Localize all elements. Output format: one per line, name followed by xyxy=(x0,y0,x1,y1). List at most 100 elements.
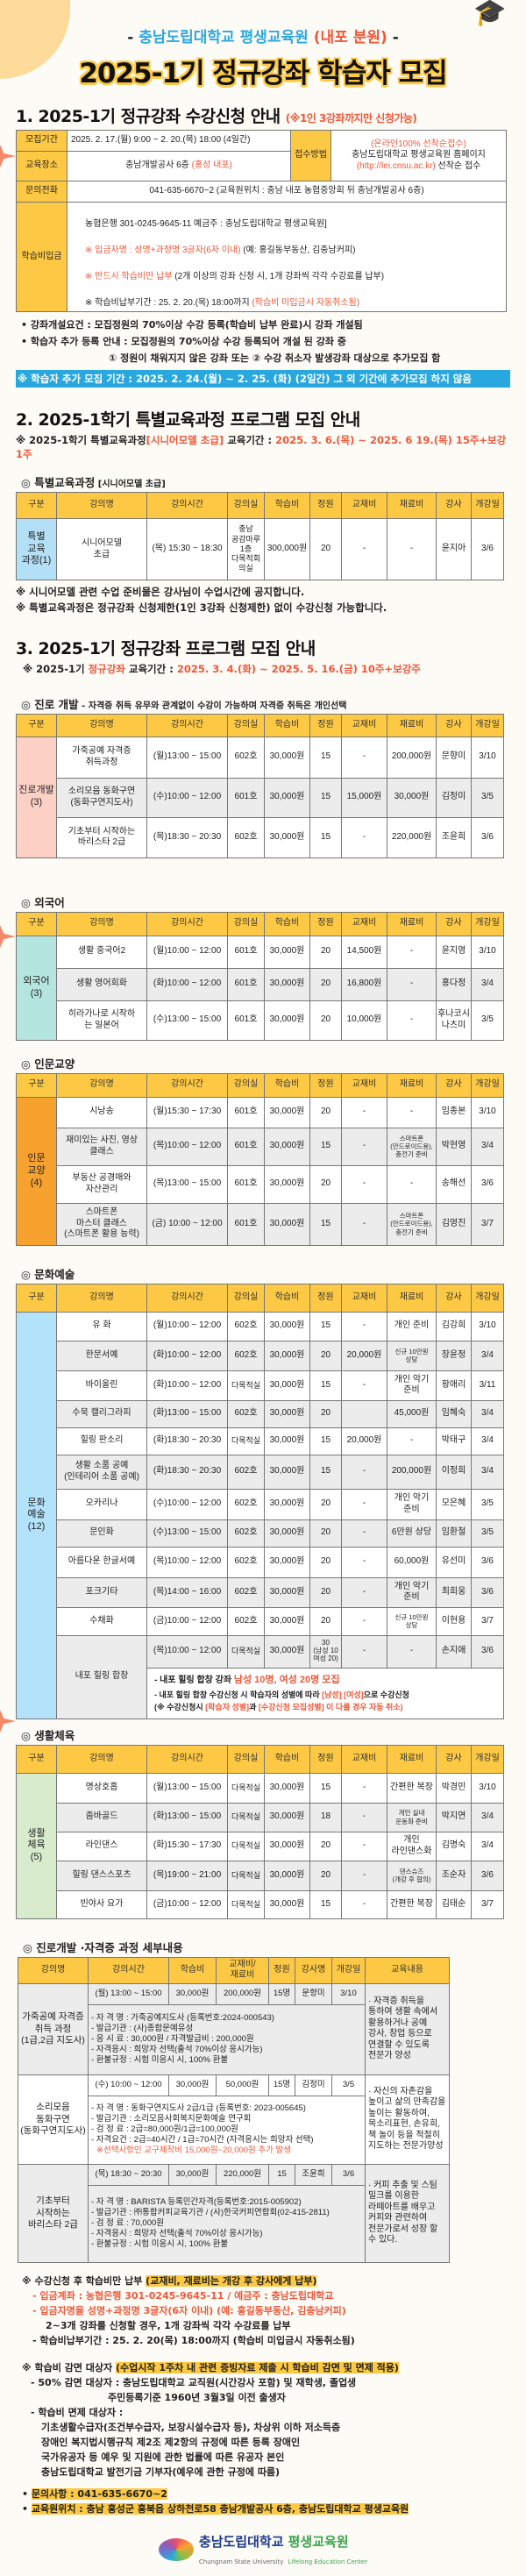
table-row[interactable]: 생활 체육 (5) 명상호흡 (월)13:00 ~ 15:00 다목적실 30,000원… xyxy=(16,1772,504,1919)
fee-only-rule: ※ 반드시 학습비만 납부 xyxy=(85,272,173,281)
tuition: 30,000원 xyxy=(264,1370,310,1401)
material-fee: 200,000원 xyxy=(387,736,437,779)
table-row[interactable]: 재미있는 사진, 영상 클래스 (목)10:00 ~ 12:00 601호 30,00… xyxy=(17,1127,504,1166)
table-row[interactable]: 오카리나 (수)10:00 ~ 12:00 602호 30,000원 20- 개인 악기 … xyxy=(17,1488,504,1520)
textbook-fee: - xyxy=(341,1889,387,1919)
column-header: 학습비 xyxy=(264,492,310,519)
table-row[interactable]: 문화 예술 (12) 유 화 (월)10:00 ~ 12:00 602호 30,000원… xyxy=(16,1311,504,1719)
table-row[interactable]: 진로개발 (3) 가죽공예 자격증 취득과정 (월)13:00 ~ 15:00 602… xyxy=(16,736,504,858)
column-header: 학습비 xyxy=(264,911,310,936)
column-header: 교재비 xyxy=(341,911,387,936)
instructor: 최희웅 xyxy=(436,1576,472,1608)
table-row[interactable]: 힐링 판소리 (화)18:30 ~ 20:30 다목적실 30,000원 15 20,00… xyxy=(17,1427,504,1455)
course-time: (목) 18:30 ~ 20:30 xyxy=(88,2163,169,2186)
table-row[interactable]: 문인화 (수)13:00 ~ 15:00 602호 30,000원 20-6만원 상당 임… xyxy=(17,1519,504,1548)
capacity: 15 xyxy=(309,1370,342,1401)
instructor: 윤지영 xyxy=(436,935,472,969)
material-fee: 6만원 상당 xyxy=(387,1519,437,1548)
start-date: 3/5 xyxy=(471,777,504,818)
table-row[interactable]: 인문 교양 (4) 시낭송 (월)15:30 ~ 17:30 601호 30,000원 2… xyxy=(16,1096,504,1246)
graduation-cap-icon: 🎓 xyxy=(473,0,507,28)
table-row[interactable]: 기초부터 시작하는 바리스타 2급 (목)18:30 ~ 20:30 602호 30,… xyxy=(17,816,504,858)
classroom: 602호 xyxy=(227,736,265,779)
table-row[interactable]: 스마트폰 마스터 클래스 (스마트폰 활용 능력) (금) 10:00 ~ 12:… xyxy=(17,1202,504,1246)
tuition: 30,000원 xyxy=(264,1519,310,1548)
material-fee: 개인 라인댄스화 xyxy=(387,1831,437,1861)
column-header: 교재비 xyxy=(341,1072,387,1098)
material-fee: 스마트폰 (안드로이드용), 충전기 준비 xyxy=(387,1202,437,1246)
classroom: 602호 xyxy=(227,1454,265,1490)
table-subhead: ◎ 진로 개발 - 자격증 취득 유무와 관계없이 수강이 가능하며 자격증 취… xyxy=(21,695,510,712)
table-subhead: ◎ 진로개발 ·자격증 과정 세부내용 xyxy=(23,1940,183,1954)
detail-line: - 검 정 료 : 2급=80,000원/1급=100,000원 xyxy=(91,2124,238,2135)
material-fee: - xyxy=(387,967,437,1001)
column-header: 구분 xyxy=(16,492,57,519)
course-category-section: ◎ 생활체육 구분 강의명 강의시간 강의실 학습비 정원 교재비 재료비 강사 개강일 생활 체육 … xyxy=(0,1726,526,1919)
classroom: 다목적실 xyxy=(227,1634,265,1669)
table-row[interactable]: 수채화 (금)10:00 ~ 12:00 602호 30,000원 20- 신규 10만원… xyxy=(17,1606,504,1636)
course-table: 구분 강의명 강의시간 강의실 학습비 정원 교재비 재료비 강사 개강일 생활 체육 (5) 명상호… xyxy=(16,1744,504,1919)
material-fee: 간편한 복장 xyxy=(387,1772,437,1804)
textbook-fee: - xyxy=(341,1519,387,1548)
instructor: 박태구 xyxy=(436,1427,472,1455)
start-date: 3/10 xyxy=(471,935,504,969)
section-details: ◎ 진로개발 ·자격증 과정 세부내용 강의명 강의시간 학습비 교재비/재료비 정원 강… xyxy=(0,1939,526,2263)
note-line: ※ 학습비 감면 대상자 (수업시작 1주차 내 관련 증빙자료 제출 시 학습… xyxy=(22,2360,515,2375)
course-time: (금)10:00 ~ 12:00 xyxy=(146,1889,228,1919)
table-row[interactable]: 외국어 (3) 생활 중국어2 (월)10:00 ~ 12:00 601호 30,000… xyxy=(16,935,504,1041)
table-row[interactable]: 부동산 공경매와 자산관리 (목)13:00 ~ 15:00 601호 30,000원… xyxy=(17,1164,504,1204)
header-row: 구분 강의명 강의시간 강의실 학습비 정원 교재비 재료비 강사 개강일 xyxy=(16,492,504,519)
course-table: 구분 강의명 강의시간 강의실 학습비 정원 교재비 재료비 강사 개강일 인문 교양 (4) 시낭송… xyxy=(16,1072,504,1246)
table-row[interactable]: 수묵 캘리그라피 (화)13:00 ~ 15:00 602호 30,000원 20 45,… xyxy=(17,1399,504,1428)
table-row[interactable]: 히라가나로 시작하 는 일본어 (수)13:00 ~ 15:00 601호 30,00… xyxy=(17,1000,504,1041)
table-row[interactable]: 빈야사 요가 (금)10:00 ~ 12:00 다목적실 30,000원 15- 간편한 … xyxy=(17,1889,504,1919)
section-title: 2. 2025-1학기 특별교육과정 프로그램 모집 안내 xyxy=(16,410,360,430)
table-row[interactable]: 아름다운 한글서예 (목)10:00 ~ 12:00 602호 30,000원 20-6… xyxy=(17,1546,504,1578)
table-row[interactable]: 한문서예 (화)10:00 ~ 12:00 602호 30,000원 20 20,000원… xyxy=(17,1340,504,1371)
table-row[interactable]: 생활 소품 공예 (인테리어 소품 공예) (화)18:30 ~ 20:30 602… xyxy=(17,1454,504,1490)
column-header: 강사 xyxy=(436,1072,472,1098)
column-header: 강사 xyxy=(436,492,472,519)
label: 문의전화 xyxy=(16,181,68,203)
start-date: 3/10 xyxy=(471,1311,504,1341)
classroom: 다목적실 xyxy=(227,1370,265,1401)
tuition: 30,000원 xyxy=(264,1488,310,1520)
classroom: 다목적실 xyxy=(227,1831,265,1861)
start-date: 3/6 xyxy=(471,1576,504,1608)
table-row[interactable]: 힐링 댄스스포츠 (목)19:00 ~ 21:00 다목적실 30,000원 20- 댄스… xyxy=(17,1860,504,1891)
table-row[interactable]: 바이올린 (화)10:00 ~ 12:00 다목적실 30,000원 15- 개인 악기 … xyxy=(17,1370,504,1401)
column-header: 구분 xyxy=(16,713,57,737)
material-fee: - xyxy=(387,518,437,580)
table-row[interactable]: 포크기타 (목)14:00 ~ 16:00 602호 30,000원 20- 개인 악기 … xyxy=(17,1576,504,1608)
header-row: 구분 강의명 강의시간 강의실 학습비 정원 교재비 재료비 강사 개강일 xyxy=(16,911,504,936)
section-subtitle: ※ 2025-1학기 특별교육과정[시니어모델 초급] 교육기간 : 2025.… xyxy=(16,433,510,461)
table-row[interactable]: 특별 교육 과정(1) 시니어모델 초급 (목) 15:30 ~ 18:30 충남 공… xyxy=(16,518,504,580)
bullet-text: 강좌개설요건 : 모집정원의 70%이상 수강 등록(학습비 납부 완료)시 강… xyxy=(30,319,363,331)
instructor: 장윤정 xyxy=(436,1340,472,1371)
detail-line: - 검 정 료 : 70,000원 xyxy=(91,2218,165,2229)
instructor: 조윤희 xyxy=(295,2163,332,2186)
tuition: 30,000원 xyxy=(264,1096,310,1128)
tuition: 30,000원 xyxy=(168,2163,217,2186)
course-name: 라인댄스 xyxy=(56,1831,147,1861)
instructor: 박현영 xyxy=(436,1127,472,1166)
table-row[interactable]: 라인댄스 (화)15:30 ~ 17:30 다목적실 30,000원 20- 개인 라인댄… xyxy=(17,1831,504,1861)
homepage-link[interactable]: (http://lei.cnsu.ac.kr) xyxy=(356,160,436,171)
instructor: 이정희 xyxy=(436,1454,472,1490)
material-fee: - xyxy=(387,935,437,969)
course-table: 구분 강의명 강의시간 강의실 학습비 정원 교재비 재료비 강사 개강일 외국어 (3) 생활 중국… xyxy=(16,911,504,1041)
tuition: 30,000원 xyxy=(264,1164,310,1204)
classroom: 다목적실 xyxy=(227,1860,265,1891)
material-fee: 45,000원 xyxy=(387,1399,437,1428)
column-header: 개강일 xyxy=(471,1744,504,1774)
table-row[interactable]: 줌바골드 (화)13:00 ~ 15:00 다목적실 30,000원 18- 개인 실내 … xyxy=(17,1802,504,1832)
table-row[interactable]: 내포 힐링 합창 (목)10:00 ~ 12:00 다목적실 30,000원 30 (남… xyxy=(17,1634,504,1719)
start-date: 3/5 xyxy=(471,1519,504,1548)
table-row[interactable]: 생활 영어회화 (화)10:00 ~ 12:00 601호 30,000원 20 16,8… xyxy=(17,967,504,1001)
table-row[interactable]: 소리모음 동화구연 (동화구연지도사) (수)10:00 ~ 12:00 601호 3… xyxy=(17,777,504,818)
subhead-text: ◎ 문화예술 xyxy=(21,1267,75,1281)
column-header: 강사 xyxy=(436,1283,472,1313)
textbook-fee: 15,000원 xyxy=(341,777,387,818)
start-date: 3/11 xyxy=(471,1370,504,1401)
extra-recruit-banner: ※ 학습자 추가 모집 기간 : 2025. 2. 24.(월) ~ 2. 25… xyxy=(16,370,510,388)
